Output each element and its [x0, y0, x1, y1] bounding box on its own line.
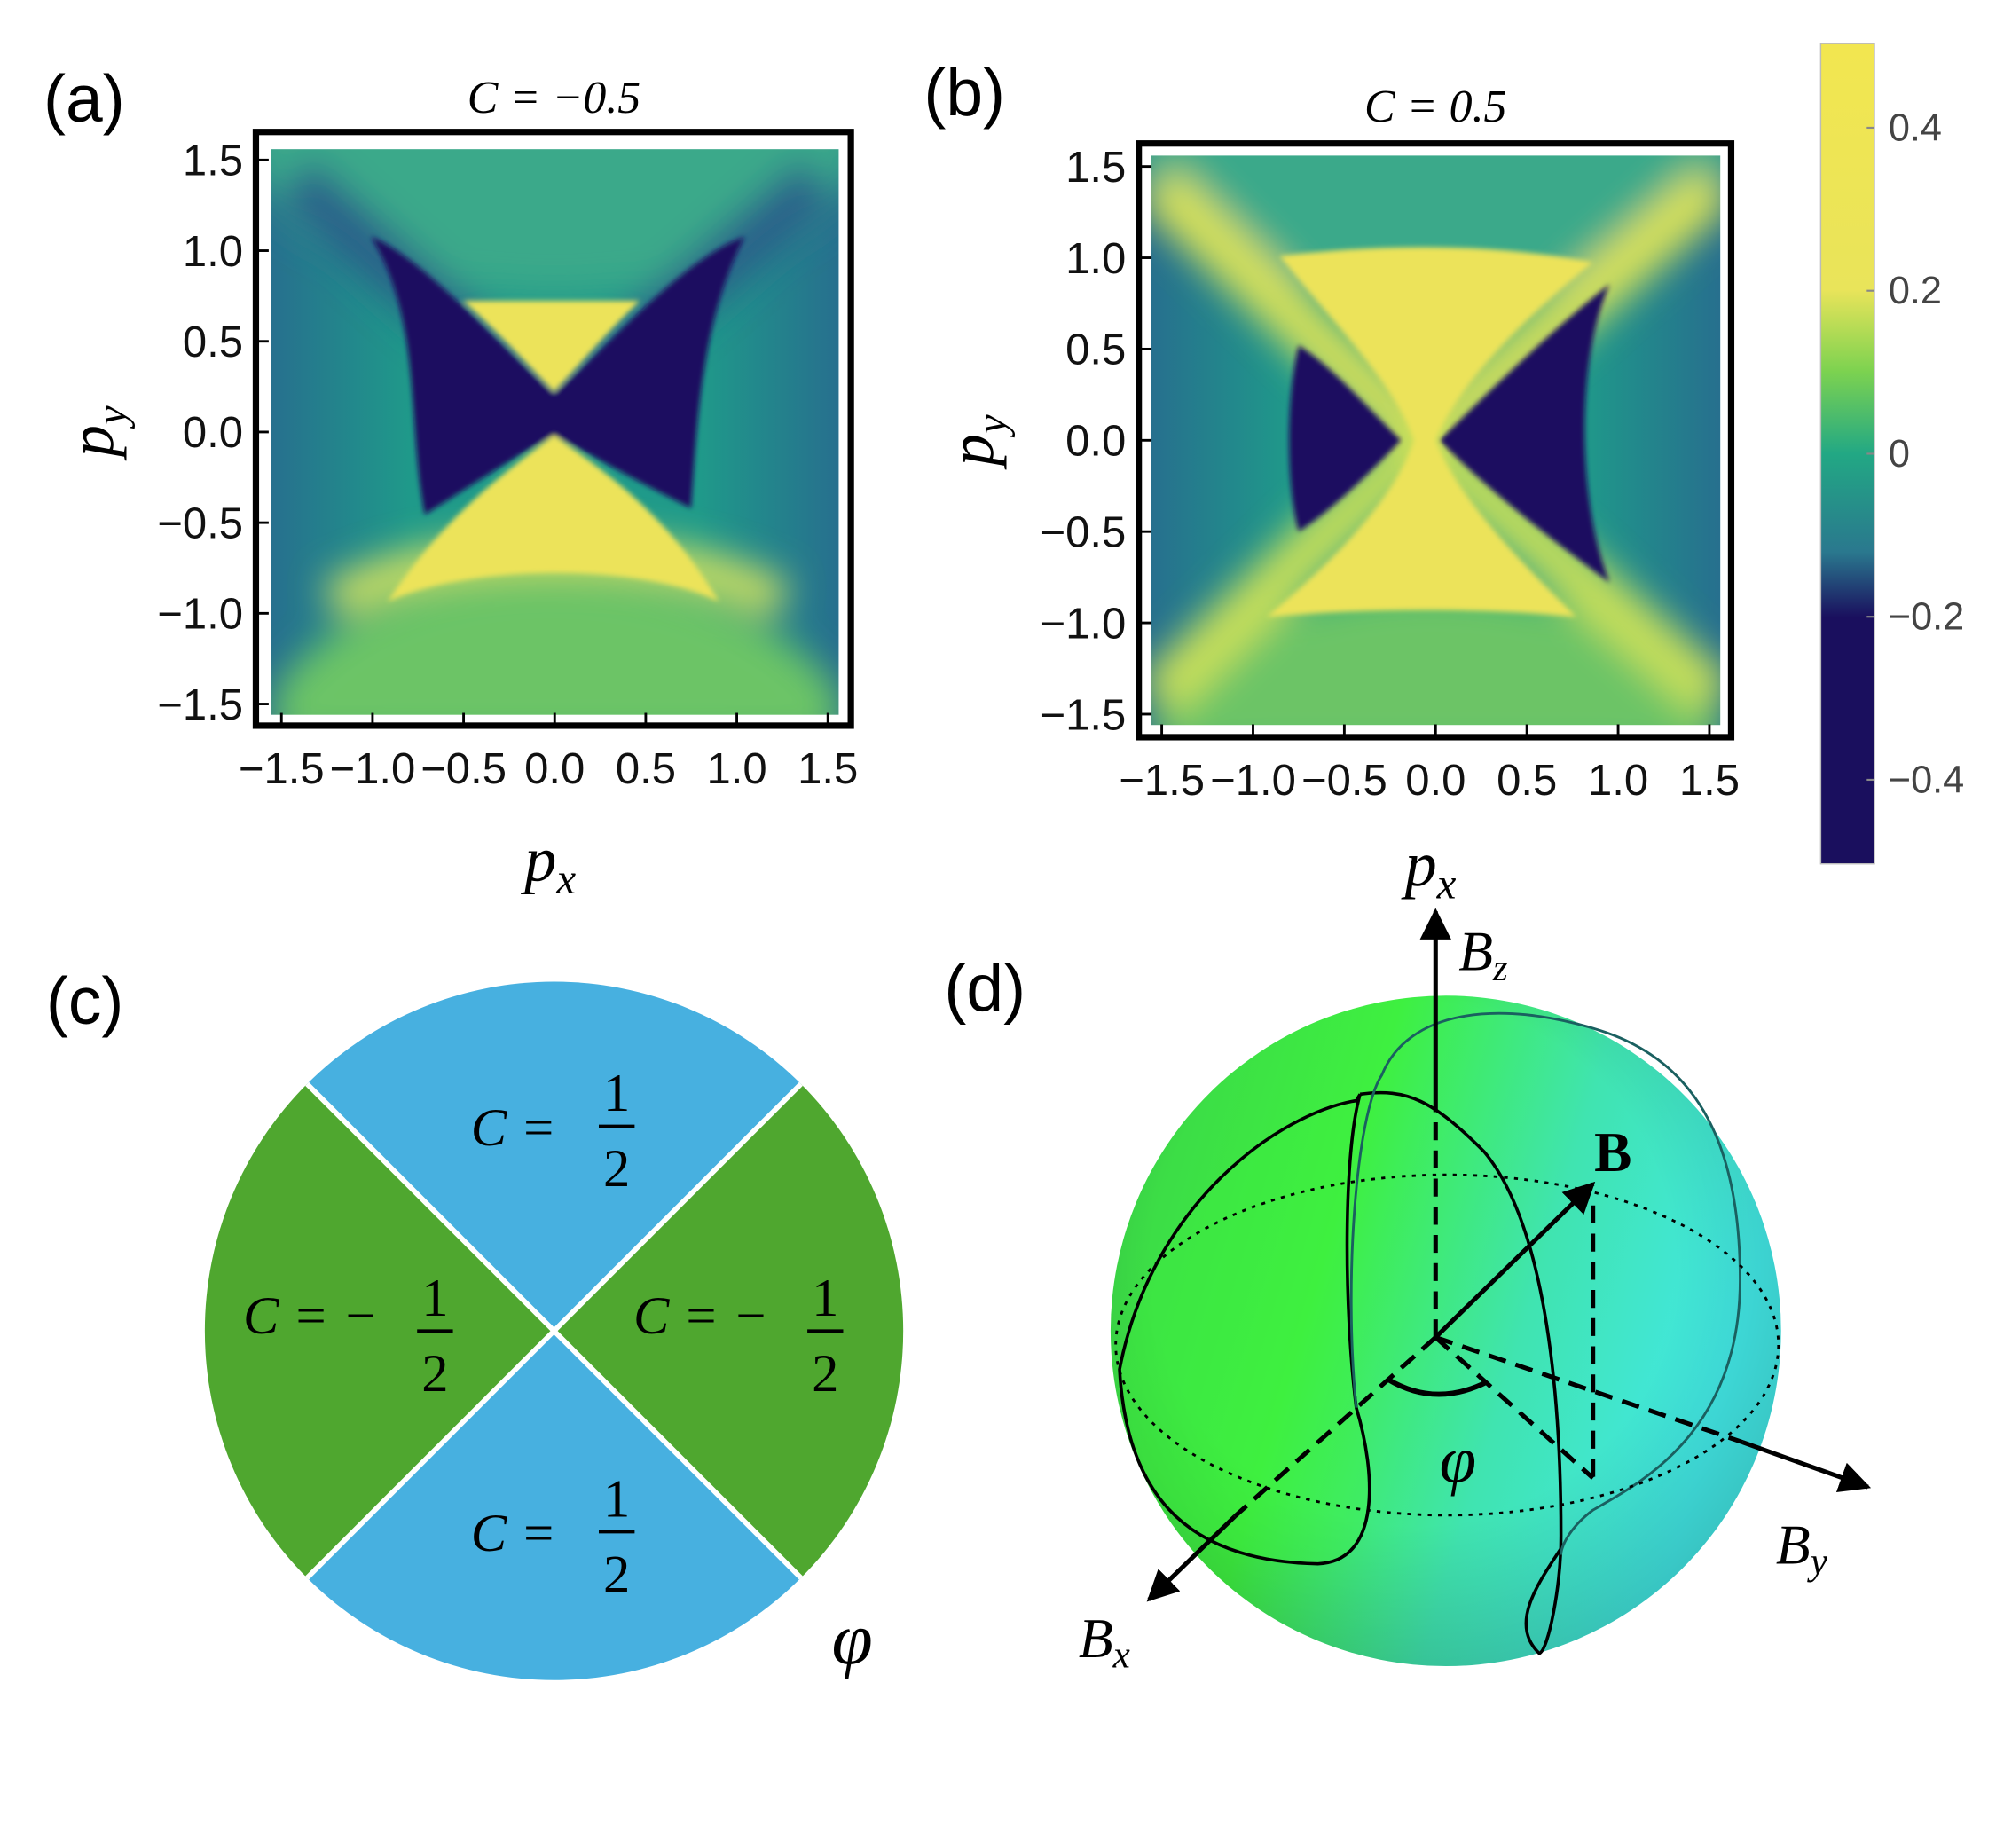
- colorbar-tick-label: −0.2: [1889, 596, 1964, 639]
- sector-num: 1: [812, 1269, 838, 1328]
- sector-den: 2: [603, 1545, 630, 1604]
- x-tick-label: −1.0: [1210, 757, 1296, 805]
- sector-den: 2: [812, 1344, 838, 1404]
- sector-lhs: C = −: [633, 1286, 768, 1346]
- field-label: B: [1594, 1121, 1631, 1184]
- y-tick-label: 0.5: [183, 318, 243, 366]
- y-tick-label: −1.5: [157, 681, 243, 729]
- bloch-sphere: [1110, 908, 1872, 1667]
- heatmap-a: [268, 147, 841, 717]
- y-tick-label: −1.5: [1040, 691, 1126, 739]
- y-axis-label: py: [936, 414, 1015, 470]
- label-base: p: [1401, 829, 1437, 900]
- x-tick-label: −0.5: [420, 745, 507, 793]
- label-sub: y: [1807, 1540, 1828, 1583]
- label-base: p: [936, 434, 1007, 470]
- colorbar-tick-label: 0: [1889, 433, 1910, 476]
- x-axis-label: px: [520, 823, 576, 902]
- y-tick-label: −1.0: [1040, 600, 1126, 648]
- sector-lhs: C =: [471, 1504, 556, 1563]
- panel-label: (b): [923, 55, 1005, 130]
- y-tick-label: 0.0: [1065, 418, 1126, 466]
- sector-lhs: C =: [471, 1098, 556, 1158]
- label-sub: x: [555, 854, 576, 903]
- x-axis-label: px: [1401, 829, 1457, 908]
- x-tick-label: 0.0: [524, 745, 585, 793]
- phi-label: φ: [1440, 1423, 1476, 1497]
- sector-den: 2: [603, 1139, 630, 1199]
- x-tick-label: 0.5: [1497, 757, 1557, 805]
- label-sub: x: [1436, 860, 1457, 908]
- colorbar-tick-label: 0.4: [1889, 106, 1942, 149]
- label-base: p: [520, 823, 556, 894]
- x-tick-label: −0.5: [1301, 757, 1387, 805]
- heatmap-b: [1149, 153, 1723, 727]
- sector-num: 1: [421, 1269, 448, 1328]
- y-tick-label: 0.0: [183, 409, 243, 457]
- x-tick-label: 1.0: [706, 745, 766, 793]
- panel-label: (a): [43, 61, 125, 136]
- phase-disk: [204, 981, 904, 1680]
- y-tick-label: −0.5: [1040, 509, 1126, 557]
- x-tick-label: 1.5: [798, 745, 858, 793]
- label-sub: x: [1112, 1633, 1130, 1676]
- panel-label: (c): [46, 963, 123, 1038]
- x-tick-label: −1.5: [1119, 757, 1205, 805]
- label-base: B: [1776, 1514, 1811, 1577]
- panel-title: C = 0.5: [1364, 82, 1506, 132]
- y-tick-label: 0.5: [1065, 326, 1126, 374]
- sector-den: 2: [421, 1344, 448, 1404]
- y-tick-label: −0.5: [157, 499, 243, 547]
- axis-label: Bx: [1079, 1607, 1130, 1677]
- colorbar-tick-label: −0.4: [1889, 759, 1964, 801]
- label-base: p: [56, 425, 127, 461]
- axis-label: Bz: [1458, 919, 1508, 989]
- sector-labels: C = 1 2 C = − 1 2 C = − 1 2 C = 1 2: [243, 1064, 838, 1604]
- axis-label: By: [1776, 1514, 1828, 1584]
- y-tick-label: 1.0: [183, 228, 243, 276]
- y-tick-label: 1.5: [1065, 144, 1126, 192]
- colorbar-tick-label: 0.2: [1889, 270, 1942, 312]
- frame-a: [252, 129, 854, 729]
- frame-b: [1136, 140, 1735, 741]
- label-sub: z: [1492, 947, 1508, 989]
- x-tick-label: 1.5: [1679, 757, 1740, 805]
- x-tick-label: −1.5: [239, 745, 325, 793]
- label-base: B: [1079, 1607, 1113, 1670]
- panel-label: (d): [944, 951, 1026, 1026]
- colorbar: [1819, 43, 1875, 865]
- x-tick-label: −1.0: [330, 745, 416, 793]
- y-tick-label: −1.0: [157, 591, 243, 639]
- y-tick-label: 1.5: [183, 138, 243, 185]
- sector-lhs: C = −: [243, 1286, 378, 1346]
- x-tick-label: 0.5: [616, 745, 676, 793]
- sector-num: 1: [603, 1469, 630, 1529]
- panel-title: C = −0.5: [468, 73, 641, 123]
- y-axis-label: py: [56, 405, 135, 461]
- phi-label: φ: [832, 1598, 873, 1680]
- x-tick-label: 0.0: [1405, 757, 1466, 805]
- sector-num: 1: [603, 1064, 630, 1123]
- label-base: B: [1458, 919, 1493, 982]
- x-tick-label: 1.0: [1588, 757, 1648, 805]
- y-tick-label: 1.0: [1065, 235, 1126, 283]
